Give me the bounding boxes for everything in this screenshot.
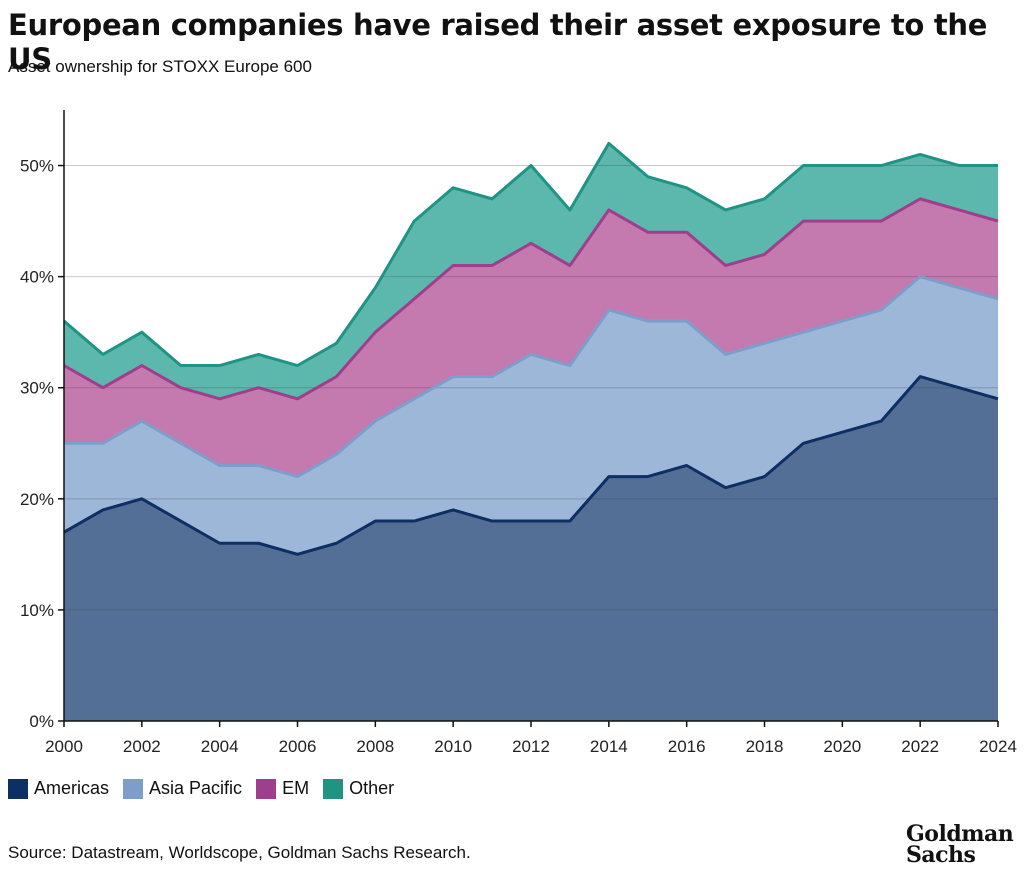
y-tick-label-50: 50% (20, 157, 54, 176)
area-americas (64, 376, 998, 721)
stacked-area-chart: 0%10%20%30%40%50% 2000 2002 2004 2006 2008 20… (20, 110, 1017, 756)
logo-line-1: Goldman (906, 821, 1014, 847)
x-tick-labels: 2000 2002 2004 2006 2008 2010 2012 2014 2016 2018… (45, 721, 1017, 756)
legend-item-em[interactable]: EM (256, 778, 309, 799)
x-tick-label-2008: 2008 (356, 737, 394, 756)
legend-swatch-americas (8, 778, 28, 799)
y-tick-label-0: 0% (29, 712, 54, 731)
y-tick-label-10: 10% (20, 601, 54, 620)
legend-label-em: EM (282, 778, 310, 798)
line-americas (63, 375, 999, 556)
x-tick-label-2002: 2002 (123, 737, 161, 756)
legend-item-other[interactable]: Other (323, 778, 394, 799)
x-tick-label-2004: 2004 (201, 737, 239, 756)
line-other (63, 141, 998, 368)
legend-item-americas[interactable]: Americas (8, 778, 109, 799)
source-note: Source: Datastream, Worldscope, Goldman … (8, 843, 471, 862)
legend-label-americas: Americas (34, 778, 110, 798)
line-em (63, 197, 999, 401)
legend: Americas Asia Pacific EM Other (8, 778, 394, 799)
x-tick-label-2018: 2018 (746, 737, 784, 756)
y-tick-label-30: 30% (20, 379, 54, 398)
legend-label-other: Other (349, 778, 395, 798)
x-tick-label-2020: 2020 (823, 737, 861, 756)
line-asia-pacific (64, 275, 999, 479)
x-tick-label-2024: 2024 (979, 737, 1017, 756)
chart-subtitle: Asset ownership for STOXX Europe 600 (8, 57, 312, 76)
x-tick-label-2014: 2014 (590, 737, 628, 756)
y-tick-label-20: 20% (20, 490, 54, 509)
legend-swatch-other (323, 778, 344, 799)
goldman-sachs-logo: Goldman Sachs (906, 821, 1014, 868)
x-tick-label-2006: 2006 (279, 737, 317, 756)
x-tick-label-2022: 2022 (901, 737, 939, 756)
x-tick-label-2012: 2012 (512, 737, 550, 756)
legend-swatch-asia-pacific (123, 778, 144, 799)
x-tick-label-2000: 2000 (45, 737, 83, 756)
legend-label-asia-pacific: Asia Pacific (149, 778, 243, 798)
chart-title: European companies have raised their ass… (8, 8, 988, 76)
area-layers (64, 143, 998, 721)
x-tick-label-2016: 2016 (668, 737, 706, 756)
series-lines (63, 141, 999, 556)
area-other (64, 143, 998, 399)
x-tick-label-2010: 2010 (434, 737, 472, 756)
legend-item-asia-pacific[interactable]: Asia Pacific (123, 778, 242, 799)
logo-line-2: Sachs (906, 842, 976, 868)
y-tick-label-40: 40% (20, 268, 54, 287)
area-em (64, 198, 998, 477)
area-asia-pacific (64, 276, 998, 555)
legend-swatch-em (256, 778, 277, 799)
y-tick-labels: 0% 10% 20% 30% 40% 50% (20, 157, 64, 731)
